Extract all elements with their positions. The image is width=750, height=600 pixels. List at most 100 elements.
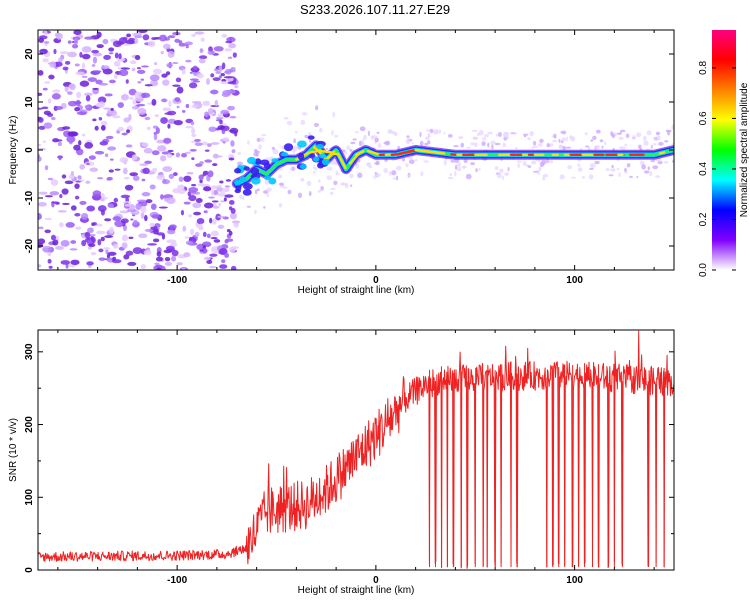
spectrum-scatter bbox=[529, 130, 534, 137]
noise-blob bbox=[48, 74, 55, 80]
noise-blob bbox=[152, 238, 160, 243]
noise-blob bbox=[122, 167, 128, 175]
noise-blob bbox=[189, 71, 194, 74]
noise-blob bbox=[133, 219, 138, 225]
snr-x-tick-label: 0 bbox=[373, 575, 379, 586]
noise-blob bbox=[64, 180, 74, 185]
noise-blob bbox=[120, 67, 131, 70]
noise-blob bbox=[101, 65, 108, 70]
noise-blob bbox=[161, 73, 168, 78]
noise-blob bbox=[107, 146, 117, 151]
noise-blob bbox=[121, 210, 127, 214]
noise-blob bbox=[131, 105, 139, 110]
noise-blob bbox=[204, 159, 213, 163]
spectrum-scatter bbox=[359, 126, 366, 132]
spectrum-scatter bbox=[313, 122, 320, 127]
noise-blob bbox=[89, 234, 96, 237]
spectrum-scatter bbox=[517, 162, 520, 169]
noise-blob bbox=[210, 104, 220, 108]
spectrum-scatter bbox=[405, 138, 411, 145]
noise-blob bbox=[94, 125, 99, 131]
noise-blob bbox=[108, 226, 114, 234]
snr-x-tick-label: 100 bbox=[566, 575, 583, 586]
noise-blob bbox=[90, 252, 97, 256]
spectrum-scatter bbox=[283, 117, 289, 120]
noise-blob bbox=[118, 69, 129, 77]
spectrum-scatter bbox=[443, 159, 447, 166]
noise-blob bbox=[147, 243, 157, 246]
spectrum-scatter bbox=[513, 132, 517, 135]
noise-blob bbox=[142, 167, 150, 175]
spectrum-scatter bbox=[313, 165, 316, 170]
spectrum-scatter bbox=[254, 210, 257, 214]
noise-blob bbox=[52, 239, 59, 246]
noise-blob bbox=[151, 214, 160, 219]
noise-blob bbox=[76, 111, 87, 116]
spectrum-scatter bbox=[532, 140, 537, 146]
spectrum-scatter bbox=[238, 194, 244, 200]
noise-blob bbox=[112, 216, 122, 222]
spectrum-scatter bbox=[594, 160, 600, 165]
noise-blob bbox=[224, 252, 230, 258]
spectrum-scatter bbox=[472, 136, 478, 140]
noise-blob bbox=[77, 175, 82, 180]
spectrum-scatter bbox=[490, 140, 496, 145]
spectrum-onset-blob bbox=[297, 140, 307, 148]
spectrum-scatter bbox=[278, 168, 283, 171]
noise-blob bbox=[188, 194, 197, 202]
spectrum-scatter bbox=[300, 119, 306, 126]
spectrum-scatter bbox=[374, 162, 379, 165]
spectrogram-y-tick-label: 0 bbox=[24, 147, 35, 153]
noise-blob bbox=[140, 212, 145, 219]
noise-blob bbox=[84, 36, 94, 40]
noise-blob bbox=[151, 98, 157, 106]
noise-blob bbox=[167, 51, 175, 58]
noise-blob bbox=[79, 200, 87, 205]
spectrum-scatter bbox=[447, 176, 454, 180]
noise-blob bbox=[38, 191, 48, 195]
noise-blob bbox=[120, 194, 131, 199]
spectrum-scatter bbox=[405, 162, 409, 168]
noise-blob bbox=[207, 170, 214, 178]
noise-blob bbox=[218, 202, 222, 207]
noise-blob bbox=[169, 224, 177, 229]
spectrum-scatter bbox=[503, 136, 507, 141]
noise-blob bbox=[213, 155, 223, 158]
noise-blob bbox=[138, 201, 144, 204]
noise-blob bbox=[192, 65, 198, 70]
noise-blob bbox=[108, 79, 116, 84]
spectrum-scatter bbox=[367, 130, 370, 137]
noise-blob bbox=[73, 144, 81, 151]
spectrum-scatter bbox=[475, 168, 478, 173]
noise-blob bbox=[123, 176, 130, 180]
spectrum-scatter bbox=[317, 189, 322, 193]
noise-blob bbox=[166, 197, 176, 204]
noise-blob bbox=[47, 252, 52, 257]
noise-blob bbox=[117, 102, 124, 108]
spectrum-scatter bbox=[671, 124, 674, 130]
spectrum-onset-blob bbox=[321, 158, 330, 166]
spectrum-scatter bbox=[237, 152, 242, 155]
noise-blob bbox=[221, 33, 228, 38]
noise-blob bbox=[120, 94, 130, 101]
noise-blob bbox=[203, 210, 208, 214]
noise-blob bbox=[117, 126, 124, 132]
noise-blob bbox=[92, 190, 102, 197]
noise-blob bbox=[64, 86, 69, 92]
spectrum-scatter bbox=[637, 144, 642, 149]
noise-blob bbox=[229, 212, 237, 220]
spectrum-scatter bbox=[626, 163, 631, 168]
noise-blob bbox=[155, 256, 164, 262]
noise-blob bbox=[220, 200, 225, 203]
noise-blob bbox=[198, 174, 204, 181]
noise-blob bbox=[199, 48, 204, 54]
spectrum-peak bbox=[658, 151, 666, 155]
noise-blob bbox=[167, 123, 171, 129]
spectrum-scatter bbox=[309, 139, 312, 143]
noise-blob bbox=[189, 78, 199, 81]
spectrum-peak bbox=[366, 149, 382, 157]
noise-blob bbox=[165, 71, 171, 76]
spectrum-scatter bbox=[258, 144, 262, 150]
spectrum-scatter bbox=[537, 170, 541, 175]
noise-blob bbox=[227, 81, 237, 85]
